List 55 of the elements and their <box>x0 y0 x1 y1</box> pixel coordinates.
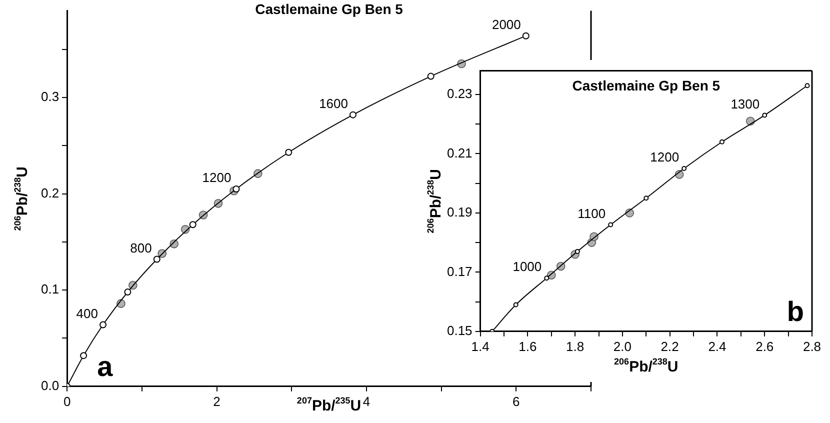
point <box>232 185 240 192</box>
point <box>189 221 196 228</box>
point <box>544 276 550 281</box>
y-axis-title: 206Pb/238U <box>12 166 32 231</box>
y-tick-label: 0.19 <box>446 204 472 220</box>
point <box>644 196 649 201</box>
point <box>513 302 518 308</box>
y-tick-label: 0.0 <box>40 378 60 393</box>
point <box>574 248 580 254</box>
annotation: 1200 <box>650 150 680 165</box>
x-tick-label: 2.8 <box>802 338 822 354</box>
annotation: 1000 <box>512 259 542 274</box>
y-tick-label: 0.15 <box>446 322 472 338</box>
annotation: 1200 <box>202 170 232 186</box>
x-tick-label: 1.8 <box>566 338 584 354</box>
x-tick-label: 2.2 <box>660 338 679 354</box>
y-tick-label: 0.3 <box>40 89 60 104</box>
annotation: 1100 <box>578 206 606 221</box>
x-tick-label: 2.0 <box>613 338 632 354</box>
y-tick-label: 0.2 <box>40 185 60 200</box>
point <box>285 148 292 156</box>
y-tick-label: 0.17 <box>446 264 472 279</box>
point <box>762 112 768 118</box>
annotation: 400 <box>76 306 98 321</box>
x-tick-label: 2.4 <box>708 338 726 354</box>
point <box>349 111 356 118</box>
x-tick-label: 0 <box>63 394 71 409</box>
point <box>804 83 810 88</box>
annotation: 800 <box>130 240 152 256</box>
point <box>100 321 106 328</box>
y-tick-label: 0.21 <box>446 145 472 160</box>
point <box>608 222 614 228</box>
x-tick-label: 1.4 <box>471 338 490 354</box>
y-tick-label: 0.1 <box>40 282 60 297</box>
y-tick-label: 0.23 <box>446 86 472 102</box>
annotation: 2000 <box>492 16 521 32</box>
point <box>522 32 530 40</box>
annotation: a <box>97 351 114 382</box>
x-tick-label: 1.6 <box>518 338 537 354</box>
x-tick-label: 2 <box>213 394 220 409</box>
y-axis-title: 206Pb/238U <box>426 168 444 234</box>
point <box>719 139 724 144</box>
annotation: 1600 <box>319 96 348 111</box>
point <box>682 166 687 172</box>
text: Castlemaine Gp Ben 5 <box>572 78 720 94</box>
annotation: b <box>786 296 804 328</box>
point <box>153 256 160 263</box>
x-tick-label: 6 <box>512 394 520 409</box>
chart-title: Castlemaine Gp Ben 5 <box>255 0 404 17</box>
point <box>427 72 434 80</box>
x-tick-label: 2.6 <box>756 338 774 354</box>
x-tick-label: 4 <box>362 394 370 409</box>
point <box>124 288 132 296</box>
point <box>80 352 88 360</box>
annotation: 1300 <box>730 96 760 112</box>
